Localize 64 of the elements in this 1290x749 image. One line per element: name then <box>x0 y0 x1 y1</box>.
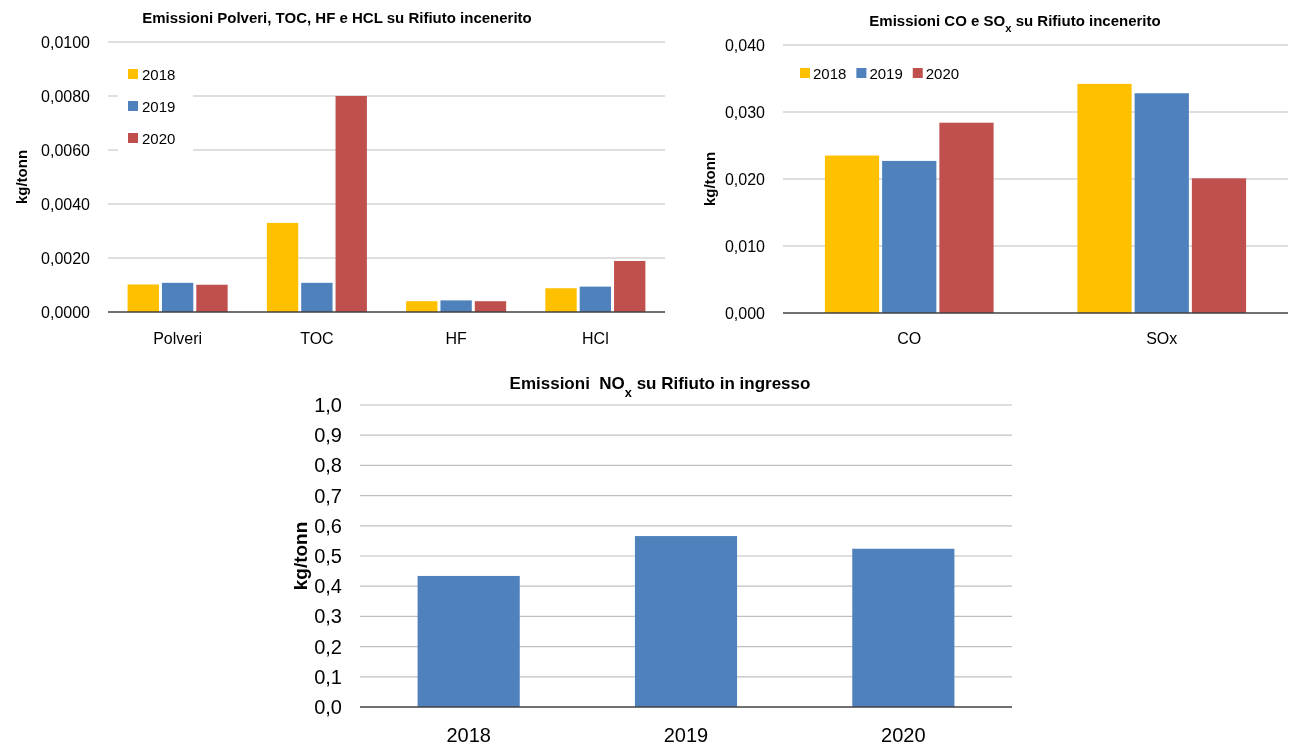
chart-title: Emissioni NO$_{x}$ su Rifiuto in ingresso <box>509 374 811 400</box>
bar <box>474 301 507 312</box>
bar <box>824 155 880 313</box>
bar <box>882 160 937 313</box>
y-axis-title: kg/tonn <box>13 149 31 205</box>
bar <box>417 575 520 707</box>
bar <box>1134 93 1189 313</box>
y-tick-label: 0,0040 <box>41 195 91 213</box>
bar <box>852 548 955 707</box>
bar <box>161 282 194 312</box>
y-tick-label: 0,040 <box>724 36 766 54</box>
x-tick-label: SOx <box>1146 330 1178 347</box>
legend-label: 2019 <box>869 65 903 82</box>
x-tick-label: 2018 <box>446 724 491 746</box>
y-tick-label: 0,4 <box>314 575 342 598</box>
legend-label: 2020 <box>142 130 176 147</box>
legend-label: 2018 <box>142 66 176 83</box>
y-axis-title: kg/tonn <box>289 521 311 591</box>
y-tick-label: 0,8 <box>314 454 342 477</box>
bar <box>266 222 299 312</box>
y-tick-label: 0,0 <box>314 695 342 718</box>
y-tick-label: 0,2 <box>314 635 342 658</box>
x-tick-label: TOC <box>300 330 334 347</box>
y-tick-label: 0,9 <box>314 424 342 447</box>
y-tick-label: 0,6 <box>314 514 342 537</box>
chart-title: Emissioni CO e SO$_{x}$ su Rifiuto incenerito <box>869 12 1161 34</box>
bar <box>440 300 472 312</box>
x-tick-label: Polveri <box>153 330 203 347</box>
bar <box>1077 83 1132 313</box>
y-tick-label: 0,3 <box>314 605 342 628</box>
y-tick-label: 0,7 <box>314 484 342 507</box>
bar <box>634 536 738 707</box>
x-tick-label: CO <box>897 330 922 347</box>
bar <box>406 301 438 312</box>
y-tick-label: 0,0100 <box>41 33 91 51</box>
y-tick-label: 1,0 <box>314 393 342 416</box>
x-tick-label: HCl <box>582 330 609 347</box>
y-axis-title: kg/tonn <box>701 151 719 207</box>
bar <box>579 286 612 312</box>
bar <box>1191 178 1247 313</box>
y-tick-label: 0,0060 <box>41 141 91 159</box>
y-tick-label: 0,010 <box>724 237 766 255</box>
y-tick-label: 0,5 <box>314 544 342 567</box>
x-tick-label: 2020 <box>881 724 926 746</box>
bar <box>939 122 994 313</box>
legend-label: 2018 <box>813 65 847 82</box>
y-tick-label: 0,1 <box>314 665 342 688</box>
bar <box>614 260 646 312</box>
bar <box>335 96 367 312</box>
x-tick-label: 2019 <box>663 724 709 746</box>
y-tick-label: 0,030 <box>724 103 766 121</box>
bar <box>196 284 228 312</box>
y-tick-label: 0,000 <box>724 304 766 322</box>
legend-label: 2020 <box>925 65 960 82</box>
bar <box>127 284 159 312</box>
y-tick-label: 0,0020 <box>41 249 91 267</box>
x-tick-label: HF <box>445 330 468 347</box>
bar <box>545 288 577 312</box>
chart-title: Emissioni Polveri, TOC, HF e HCL su Rifiuto incenerito <box>142 9 532 26</box>
bar <box>301 282 333 312</box>
y-tick-label: 0,020 <box>724 170 766 188</box>
y-tick-label: 0,0000 <box>41 303 91 321</box>
legend-label: 2019 <box>142 98 176 115</box>
y-tick-label: 0,0080 <box>41 87 91 105</box>
